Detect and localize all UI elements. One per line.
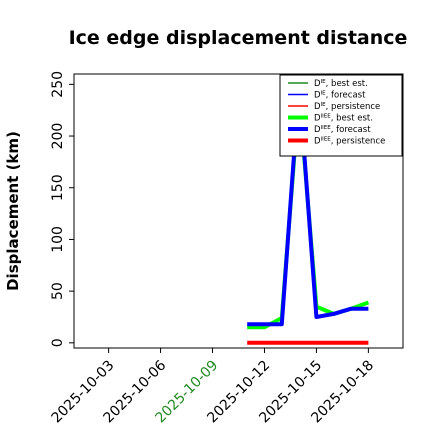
- plot-area: 0501001502002502025-10-032025-10-062025-…: [49, 71, 404, 426]
- y-tick-label: 100: [50, 226, 66, 253]
- legend-entry-1: DIE, forecast: [314, 91, 366, 101]
- chart-title: Ice edge displacement distance: [69, 27, 408, 49]
- plot-frame: [73, 73, 404, 349]
- y-axis-label: Displacement (km): [4, 131, 22, 291]
- legend-entry-0: DIE, best est.: [314, 79, 368, 89]
- y-tick-label: 150: [50, 174, 66, 201]
- series-line-4: [247, 82, 369, 327]
- legend-entry-2: DIE, persistence: [314, 102, 380, 112]
- y-tick-label: 200: [50, 123, 66, 150]
- y-tick-label: 50: [50, 282, 66, 300]
- legend-entry-3: DIIEE, best est.: [314, 114, 373, 124]
- legend-entry-5: DIIEE, persistence: [314, 137, 385, 147]
- series-group: [247, 82, 370, 345]
- legend-entry-4: DIIEE, forecast: [314, 125, 371, 135]
- y-tick-label: 0: [50, 338, 66, 347]
- y-tick-label: 250: [50, 71, 66, 98]
